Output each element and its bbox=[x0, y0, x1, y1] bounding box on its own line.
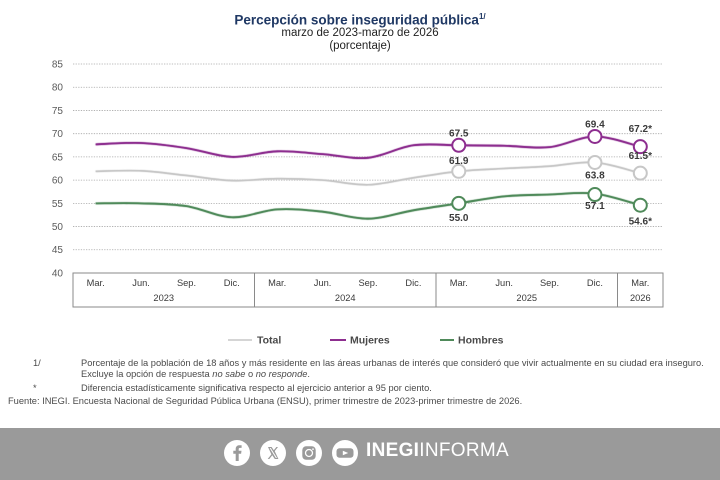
svg-text:54.6*: 54.6* bbox=[629, 217, 652, 228]
svg-text:69.4: 69.4 bbox=[585, 120, 605, 131]
svg-text:Sep.: Sep. bbox=[358, 278, 377, 288]
svg-text:Dic.: Dic. bbox=[587, 278, 603, 288]
svg-text:Sep.: Sep. bbox=[177, 278, 196, 288]
svg-text:Mar.: Mar. bbox=[268, 278, 286, 288]
svg-text:Mar.: Mar. bbox=[87, 278, 105, 288]
svg-text:2025: 2025 bbox=[516, 293, 537, 303]
svg-text:2024: 2024 bbox=[335, 293, 356, 303]
svg-text:2023: 2023 bbox=[153, 293, 174, 303]
svg-text:85: 85 bbox=[52, 60, 64, 71]
svg-text:80: 80 bbox=[52, 83, 64, 94]
svg-text:Jun.: Jun. bbox=[132, 278, 150, 288]
svg-text:Jun.: Jun. bbox=[495, 278, 513, 288]
svg-text:61.5*: 61.5* bbox=[629, 151, 652, 162]
svg-text:40: 40 bbox=[52, 269, 64, 280]
svg-text:Total: Total bbox=[257, 335, 281, 347]
svg-text:Mujeres: Mujeres bbox=[350, 335, 390, 347]
svg-text:75: 75 bbox=[52, 106, 64, 117]
svg-text:Sep.: Sep. bbox=[540, 278, 559, 288]
svg-text:2026: 2026 bbox=[630, 293, 651, 303]
svg-text:55: 55 bbox=[52, 199, 64, 210]
svg-text:Hombres: Hombres bbox=[458, 335, 504, 347]
svg-text:70: 70 bbox=[52, 129, 64, 140]
svg-text:67.5: 67.5 bbox=[449, 129, 469, 140]
svg-text:Mar.: Mar. bbox=[450, 278, 468, 288]
svg-text:63.8: 63.8 bbox=[585, 171, 605, 182]
svg-text:50: 50 bbox=[52, 222, 64, 233]
svg-text:Dic.: Dic. bbox=[224, 278, 240, 288]
svg-text:61.9: 61.9 bbox=[449, 156, 469, 167]
svg-text:57.1: 57.1 bbox=[585, 201, 605, 212]
svg-text:67.2*: 67.2* bbox=[629, 124, 652, 135]
svg-text:Dic.: Dic. bbox=[405, 278, 421, 288]
svg-text:Jun.: Jun. bbox=[314, 278, 332, 288]
svg-text:65: 65 bbox=[52, 152, 64, 163]
svg-text:60: 60 bbox=[52, 176, 64, 187]
svg-text:55.0: 55.0 bbox=[449, 213, 469, 224]
svg-text:Mar.: Mar. bbox=[631, 278, 649, 288]
svg-text:45: 45 bbox=[52, 245, 64, 256]
